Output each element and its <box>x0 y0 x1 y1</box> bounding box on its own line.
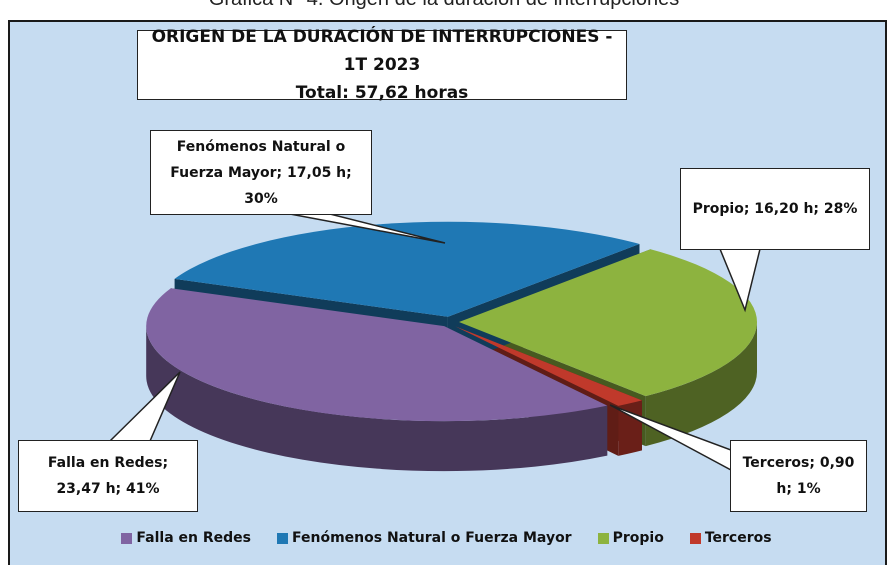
legend-item: Fenómenos Natural o Fuerza Mayor <box>277 530 572 546</box>
chart-subtitle: Total: 57,62 horas <box>295 83 469 103</box>
slice-side <box>645 322 757 447</box>
legend-label: Fenómenos Natural o Fuerza Mayor <box>292 530 572 546</box>
legend-label: Propio <box>612 530 664 546</box>
title-box: ORIGEN DE LA DURACIÓN DE INTERRUPCIONES … <box>137 27 627 103</box>
legend-label: Falla en Redes <box>136 530 251 546</box>
data-label: Propio; 16,20 h; 28% <box>680 168 870 250</box>
legend-item: Falla en Redes <box>121 530 251 546</box>
legend-item: Terceros <box>689 530 772 546</box>
legend-swatch <box>689 532 701 544</box>
data-label: Terceros; 0,90 h; 1% <box>730 440 867 512</box>
pie-slice <box>146 288 608 422</box>
pie-slice <box>174 221 640 317</box>
legend-swatch <box>597 532 609 544</box>
legend: Falla en Redes Fenómenos Natural o Fuerza… <box>8 530 885 546</box>
data-label: Fenómenos Natural o Fuerza Mayor; 17,05 … <box>150 130 372 215</box>
pie-slice <box>458 249 757 397</box>
caption: Gráfica N° 4. Origen de la duración de i… <box>0 0 888 11</box>
pie-slice <box>455 326 642 406</box>
legend-label: Terceros <box>704 530 772 546</box>
legend-item: Propio <box>597 530 664 546</box>
legend-swatch <box>121 532 133 544</box>
chart-title: ORIGEN DE LA DURACIÓN DE INTERRUPCIONES … <box>151 27 613 75</box>
legend-swatch <box>277 532 288 544</box>
slice-side <box>146 326 608 472</box>
data-label: Falla en Redes; 23,47 h; 41% <box>18 440 198 512</box>
